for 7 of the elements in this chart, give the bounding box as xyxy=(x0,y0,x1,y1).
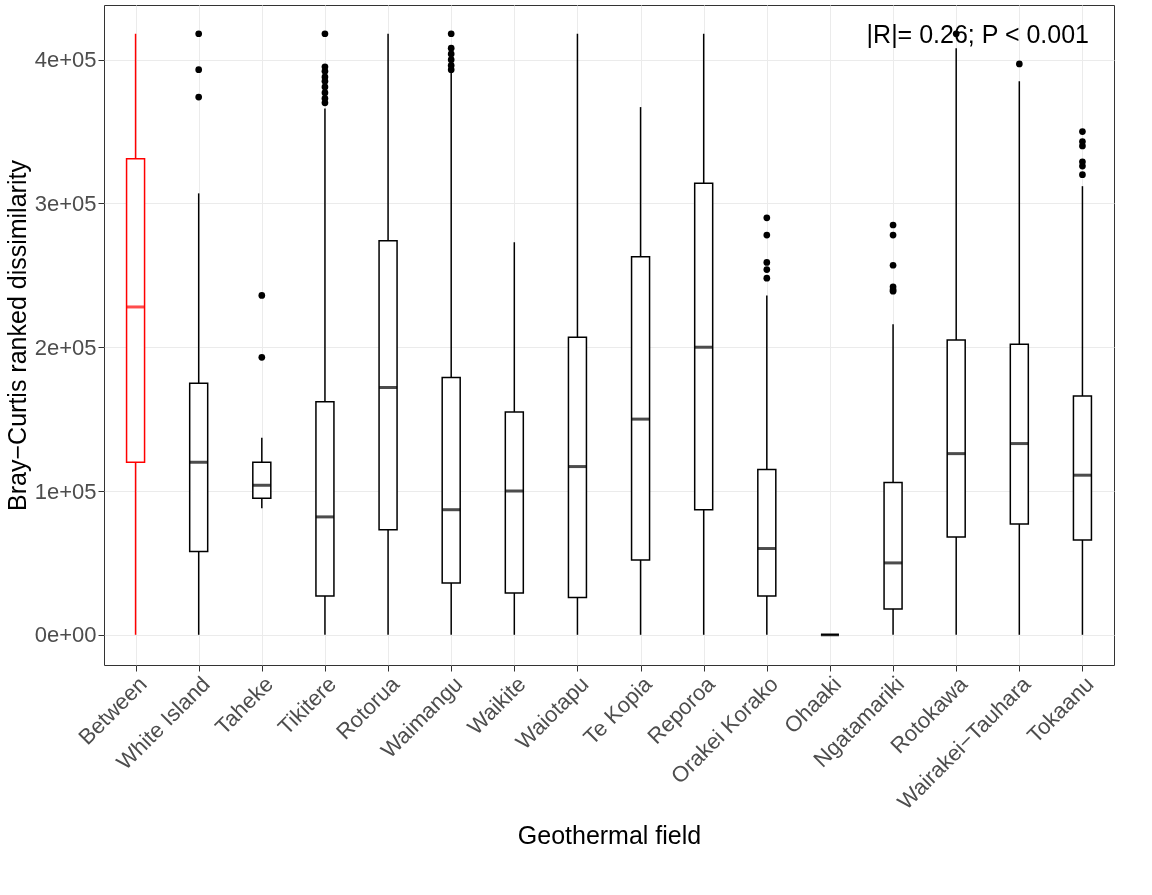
x-axis-title: Geothermal field xyxy=(517,820,702,849)
y-tick-label: 4e+05 xyxy=(34,47,97,73)
y-tick-label: 2e+05 xyxy=(34,334,97,360)
y-axis-title: Bray−Curtis ranked dissimilarity xyxy=(2,159,31,511)
y-tick-label: 3e+05 xyxy=(34,190,97,216)
y-tick-label: 0e+00 xyxy=(34,622,97,648)
y-tick-label: 1e+05 xyxy=(34,478,97,504)
